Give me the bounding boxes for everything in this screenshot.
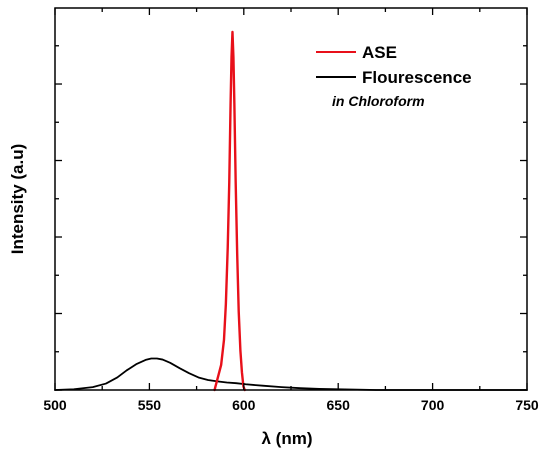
legend: ASE Flourescence (316, 43, 472, 87)
x-axis-title: λ (nm) (262, 429, 313, 448)
x-axis-ticks: 500 550 600 650 700 750 (43, 8, 539, 413)
series-line-ase (213, 30, 246, 392)
y-axis-ticks (55, 45, 527, 391)
x-tick-label: 700 (421, 397, 445, 413)
x-tick-label: 500 (43, 397, 67, 413)
x-tick-label: 600 (232, 397, 256, 413)
y-axis-title: Intensity (a.u) (8, 144, 27, 255)
series-line-flourescence (54, 357, 528, 391)
series-group (54, 30, 528, 392)
legend-flourescence-label: Flourescence (362, 68, 472, 87)
x-tick-label: 550 (138, 397, 162, 413)
legend-ase-label: ASE (362, 43, 397, 62)
plot-area: 500 550 600 650 700 750 (43, 7, 539, 413)
x-tick-label: 650 (327, 397, 351, 413)
annotation-solvent: in Chloroform (332, 93, 425, 109)
x-tick-label: 750 (515, 397, 539, 413)
